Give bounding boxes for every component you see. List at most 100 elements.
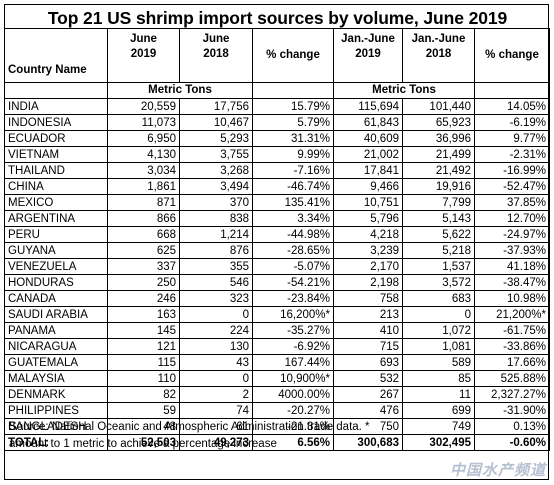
- header-pct-change-ytd: % change: [474, 28, 550, 83]
- cell-pct-change-ytd: 0.13%: [474, 418, 550, 435]
- cell-pct-change-ytd: -38.47%: [474, 274, 550, 291]
- cell-pct-change-ytd: 17.66%: [474, 354, 550, 371]
- cell-jan-june-2018: 5,218: [402, 242, 475, 259]
- cell-jan-june-2019: 300,683: [333, 434, 403, 451]
- cell-june-2018: 224: [179, 322, 253, 339]
- cell-pct-change-june: -23.84%: [252, 290, 334, 307]
- cell-country: PHILIPPINES: [4, 402, 108, 419]
- cell-jan-june-2018: 5,622: [402, 226, 475, 243]
- cell-pct-change-ytd: 37.85%: [474, 194, 550, 211]
- cell-pct-change-june: 135.41%: [252, 194, 334, 211]
- header-blank: [4, 82, 108, 99]
- cell-pct-change-ytd: -61.75%: [474, 322, 550, 339]
- cell-june-2019: 110: [107, 370, 180, 387]
- cell-jan-june-2018: 85: [402, 370, 475, 387]
- cell-jan-june-2019: 758: [333, 290, 403, 307]
- cell-jan-june-2018: 0: [402, 306, 475, 323]
- table-row: INDIA 20,559 17,756 15.79% 115,694 101,440 14.…: [4, 98, 550, 115]
- header-blank: [252, 82, 334, 99]
- cell-country: DENMARK: [4, 386, 108, 403]
- cell-pct-change-june: 10,900%*: [252, 370, 334, 387]
- cell-country: MEXICO: [4, 194, 108, 211]
- watermark-logo: 中国水产频道: [449, 462, 546, 479]
- cell-pct-change-june: 9.99%: [252, 146, 334, 163]
- cell-jan-june-2018: 11: [402, 386, 475, 403]
- total-row: TOTAL: 52,503 49,273 6.56% 300,683 302,495 -0.…: [4, 434, 550, 451]
- cell-jan-june-2019: 213: [333, 306, 403, 323]
- cell-june-2019: 20,559: [107, 98, 180, 115]
- header-country: Country Name: [4, 28, 108, 83]
- table-row: CANADA 246 323 -23.84% 758 683 10.98%: [4, 290, 550, 307]
- cell-jan-june-2018: 683: [402, 290, 475, 307]
- header-unit-june: Metric Tons: [107, 82, 253, 99]
- table-title: Top 21 US shrimp import sources by volum…: [47, 8, 508, 28]
- table-row: CHINA 1,861 3,494 -46.74% 9,466 19,916 -52.47%: [4, 178, 550, 195]
- cell-pct-change-ytd: -33.86%: [474, 338, 550, 355]
- cell-pct-change-june: 31.31%: [252, 130, 334, 147]
- cell-jan-june-2019: 267: [333, 386, 403, 403]
- table-row: PHILIPPINES 59 74 -20.27% 476 699 -31.90%: [4, 402, 550, 419]
- cell-pct-change-ytd: -31.90%: [474, 402, 550, 419]
- cell-pct-change-june: -28.65%: [252, 242, 334, 259]
- cell-pct-change-ytd: -52.47%: [474, 178, 550, 195]
- cell-june-2019: 121: [107, 338, 180, 355]
- cell-jan-june-2018: 7,799: [402, 194, 475, 211]
- cell-pct-change-ytd: 12.70%: [474, 210, 550, 227]
- cell-pct-change-ytd: 2,327.27%: [474, 386, 550, 403]
- header-jan-june-2018: Jan.-June 2018: [402, 28, 475, 83]
- cell-jan-june-2018: 65,923: [402, 114, 475, 131]
- cell-june-2018: 0: [179, 370, 253, 387]
- cell-pct-change-june: 15.79%: [252, 98, 334, 115]
- header-june-2018: June 2018: [179, 28, 253, 83]
- cell-pct-change-ytd: 21,200%*: [474, 306, 550, 323]
- cell-country: CANADA: [4, 290, 108, 307]
- cell-jan-june-2019: 3,239: [333, 242, 403, 259]
- cell-june-2018: 838: [179, 210, 253, 227]
- cell-jan-june-2018: 589: [402, 354, 475, 371]
- cell-june-2018: 3,755: [179, 146, 253, 163]
- cell-june-2019: 668: [107, 226, 180, 243]
- cell-june-2019: 871: [107, 194, 180, 211]
- cell-country: PERU: [4, 226, 108, 243]
- cell-jan-june-2019: 40,609: [333, 130, 403, 147]
- cell-june-2018: 2: [179, 386, 253, 403]
- cell-country: THAILAND: [4, 162, 108, 179]
- cell-jan-june-2018: 36,996: [402, 130, 475, 147]
- cell-june-2019: 1,861: [107, 178, 180, 195]
- cell-june-2018: 323: [179, 290, 253, 307]
- cell-jan-june-2019: 750: [333, 418, 403, 435]
- cell-jan-june-2018: 699: [402, 402, 475, 419]
- source-line-1: Source: National Oceanic and Atmospheric…: [9, 421, 370, 433]
- table-row: ECUADOR 6,950 5,293 31.31% 40,609 36,996 9.77%: [4, 130, 550, 147]
- cell-pct-change-ytd: 525.88%: [474, 370, 550, 387]
- table-row: NICARAGUA 121 130 -6.92% 715 1,081 -33.86%: [4, 338, 550, 355]
- cell-june-2019: 337: [107, 258, 180, 275]
- cell-country: VIETNAM: [4, 146, 108, 163]
- cell-june-2018: 74: [179, 402, 253, 419]
- cell-jan-june-2019: 5,796: [333, 210, 403, 227]
- cell-country: CHINA: [4, 178, 108, 195]
- cell-country: MALAYSIA: [4, 370, 108, 387]
- cell-country: SAUDI ARABIA: [4, 306, 108, 323]
- cell-june-2019: 82: [107, 386, 180, 403]
- cell-pct-change-ytd: -37.93%: [474, 242, 550, 259]
- header-blank: [474, 82, 550, 99]
- cell-jan-june-2019: 10,751: [333, 194, 403, 211]
- table-row: HONDURAS 250 546 -54.21% 2,198 3,572 -38.47%: [4, 274, 550, 291]
- cell-june-2018: 17,756: [179, 98, 253, 115]
- table-row: GUYANA 625 876 -28.65% 3,239 5,218 -37.93%: [4, 242, 550, 259]
- cell-jan-june-2018: 5,143: [402, 210, 475, 227]
- cell-country: PANAMA: [4, 322, 108, 339]
- table-row: PERU 668 1,214 -44.98% 4,218 5,622 -24.97%: [4, 226, 550, 243]
- cell-country: GUATEMALA: [4, 354, 108, 371]
- table-row: INDONESIA 11,073 10,467 5.79% 61,843 65,923 -6…: [4, 114, 550, 131]
- cell-june-2019: 3,034: [107, 162, 180, 179]
- cell-pct-change-ytd: 10.98%: [474, 290, 550, 307]
- cell-june-2018: 43: [179, 354, 253, 371]
- cell-jan-june-2018: 1,081: [402, 338, 475, 355]
- cell-jan-june-2019: 693: [333, 354, 403, 371]
- cell-june-2018: 3,494: [179, 178, 253, 195]
- table-row: THAILAND 3,034 3,268 -7.16% 17,841 21,492 -16.…: [4, 162, 550, 179]
- cell-jan-june-2018: 1,072: [402, 322, 475, 339]
- table-row: MALAYSIA 110 0 10,900%* 532 85 525.88%: [4, 370, 550, 387]
